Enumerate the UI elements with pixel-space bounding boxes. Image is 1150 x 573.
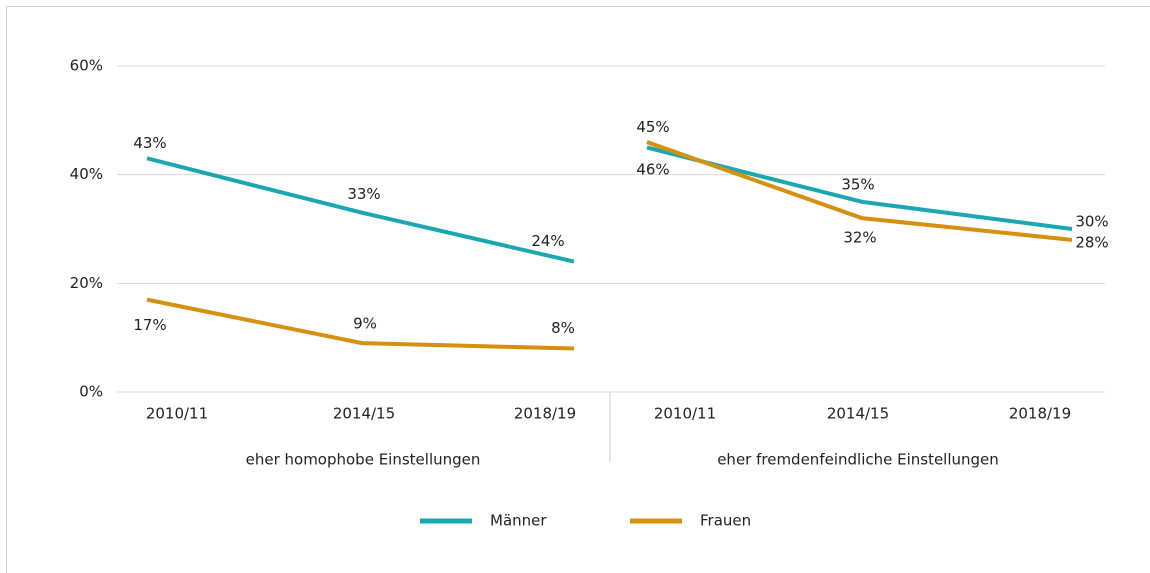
legend-label: Frauen [700, 512, 751, 530]
data-label: 17% [133, 316, 166, 334]
y-tick-label: 20% [70, 274, 103, 292]
data-label: 33% [347, 185, 380, 203]
data-label: 46% [636, 161, 669, 179]
x-tick-label: 2014/15 [333, 405, 395, 423]
group-label: eher fremdenfeindliche Einstellungen [717, 451, 999, 469]
x-tick-label: 2014/15 [827, 405, 889, 423]
data-label: 35% [841, 175, 874, 193]
series-line [146, 156, 575, 264]
data-label: 45% [636, 118, 669, 136]
x-tick-label: 2018/19 [514, 405, 576, 423]
data-label: 43% [133, 134, 166, 152]
series-line [146, 297, 575, 351]
x-tick-label: 2018/19 [1009, 405, 1071, 423]
data-label: 30% [1075, 213, 1108, 231]
y-tick-label: 0% [79, 383, 103, 401]
x-tick-label: 2010/11 [146, 405, 208, 423]
series-line [646, 140, 1073, 242]
y-tick-label: 40% [70, 165, 103, 183]
legend-label: Männer [490, 512, 547, 530]
data-label: 9% [353, 315, 377, 333]
group-label: eher homophobe Einstellungen [246, 451, 481, 469]
data-label: 8% [551, 319, 575, 337]
data-label: 24% [531, 232, 564, 250]
x-tick-label: 2010/11 [654, 405, 716, 423]
data-label: 32% [843, 229, 876, 247]
data-label: 28% [1075, 233, 1108, 251]
y-tick-label: 60% [70, 57, 103, 75]
frame [6, 6, 1150, 573]
